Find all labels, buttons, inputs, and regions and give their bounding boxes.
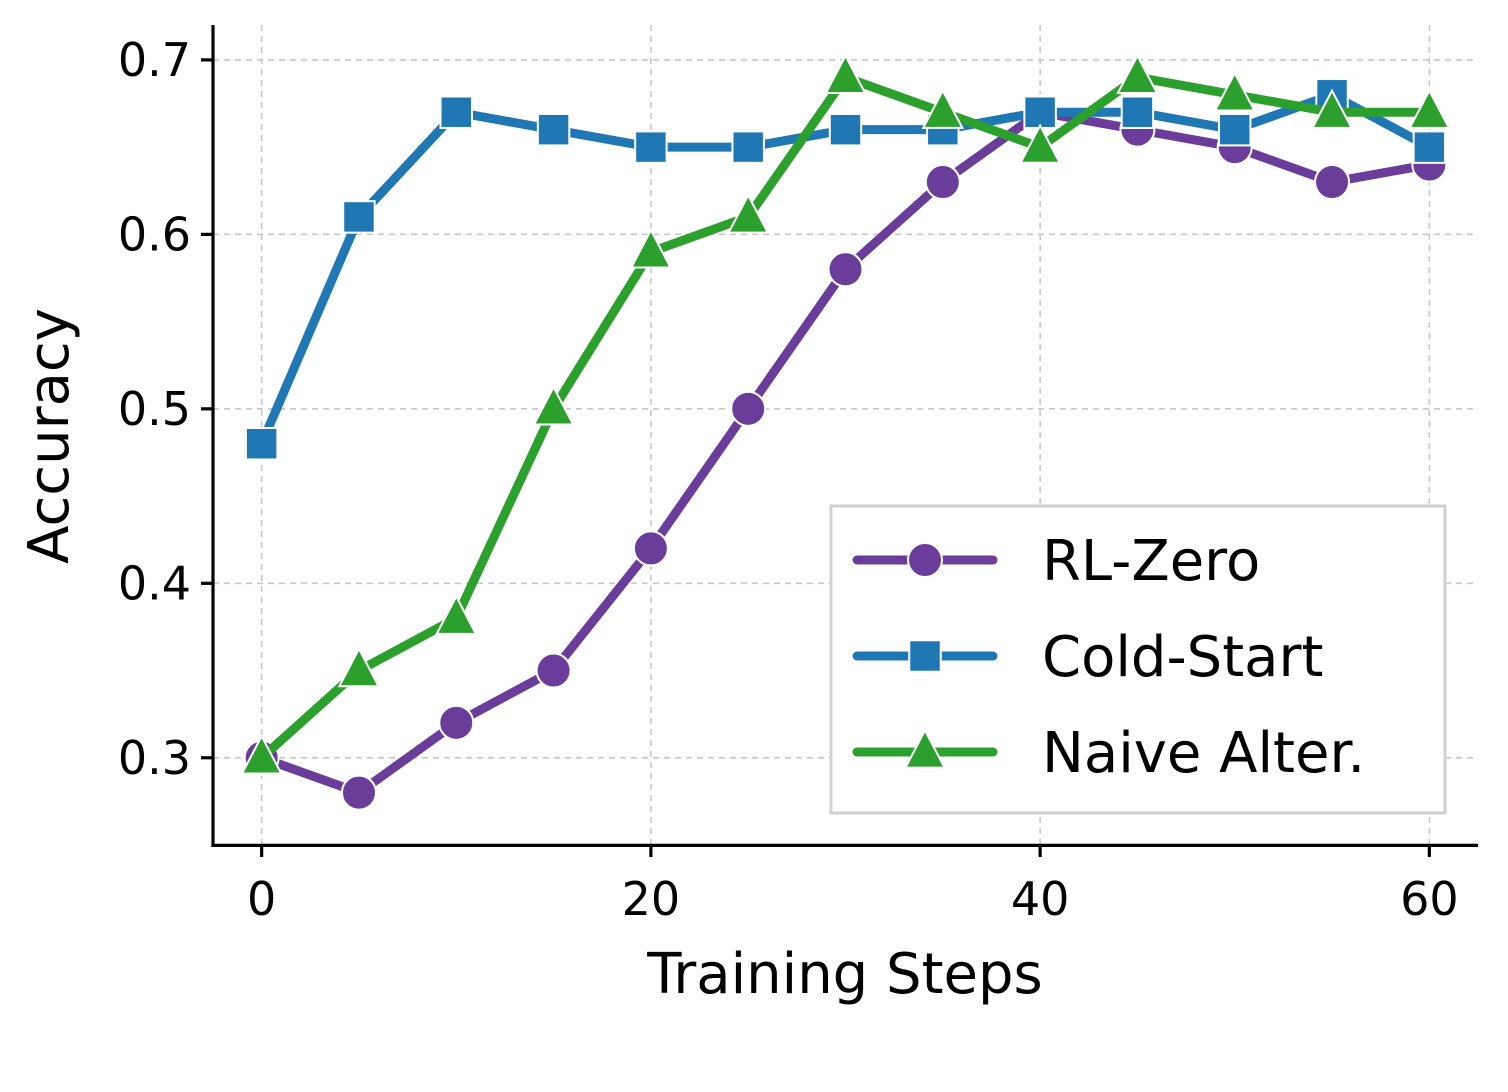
y-tick-label: 0.6 [118, 207, 191, 261]
data-point-triangle [824, 53, 867, 95]
data-point-triangle [1116, 53, 1159, 95]
series-cold-start [244, 78, 1447, 461]
data-point-square [731, 130, 765, 164]
data-point-circle [924, 164, 961, 201]
data-point-triangle [1408, 88, 1451, 129]
y-tick-label: 0.5 [118, 382, 191, 436]
data-point-triangle [435, 594, 478, 635]
legend-entry: RL-Zero [852, 529, 1260, 594]
legend: RL-Zero Cold-Start Naive Alter. [829, 504, 1447, 815]
data-point-square [1412, 130, 1447, 164]
data-point-square [342, 200, 376, 234]
y-tick-label: 0.3 [118, 731, 191, 785]
x-axis-title: Training Steps [646, 942, 1042, 1007]
data-point-square [439, 95, 473, 129]
x-tick-label: 0 [247, 872, 276, 926]
series-layer [240, 53, 1451, 811]
data-point-circle [1314, 164, 1351, 201]
data-point-circle [340, 774, 377, 811]
data-point-triangle [337, 646, 381, 688]
data-point-square [828, 112, 863, 147]
series-naive-alter [240, 53, 1451, 775]
data-point-square [634, 130, 668, 164]
x-tick-label: 20 [622, 872, 681, 926]
data-point-square [1120, 95, 1155, 129]
data-point-triangle [629, 228, 673, 269]
data-point-circle [535, 652, 572, 689]
data-point-circle [730, 390, 767, 427]
data-point-circle [827, 251, 864, 288]
data-point-circle [438, 704, 475, 741]
data-point-triangle [1213, 71, 1256, 112]
legend-label: RL-Zero [1042, 529, 1260, 594]
legend-marker [903, 728, 947, 769]
ticks: 0 20 40 60 0.3 0.4 0.5 0.6 0.7 [118, 33, 1459, 926]
legend-entry: Naive Alter. [852, 721, 1365, 786]
y-axis-title: Accuracy [17, 308, 82, 564]
data-point-triangle [726, 193, 770, 234]
legend-marker [907, 542, 943, 578]
data-point-triangle [532, 385, 575, 426]
data-point-triangle [1018, 123, 1062, 164]
y-tick-label: 0.4 [118, 556, 191, 610]
legend-label: Cold-Start [1042, 625, 1323, 690]
data-point-square [244, 426, 279, 461]
data-point-circle [632, 530, 669, 567]
legend-entry: Cold-Start [852, 625, 1323, 690]
legend-marker [908, 639, 942, 673]
data-point-triangle [240, 734, 283, 775]
y-tick-label: 0.7 [118, 33, 191, 87]
x-tick-label: 60 [1400, 872, 1459, 926]
legend-label: Naive Alter. [1042, 721, 1365, 786]
data-point-triangle [921, 88, 965, 129]
data-point-square [1218, 112, 1252, 147]
x-tick-label: 40 [1011, 872, 1070, 926]
data-point-triangle [1310, 88, 1354, 129]
data-point-square [536, 112, 571, 147]
axes [211, 25, 1478, 848]
data-point-square [1023, 95, 1057, 129]
